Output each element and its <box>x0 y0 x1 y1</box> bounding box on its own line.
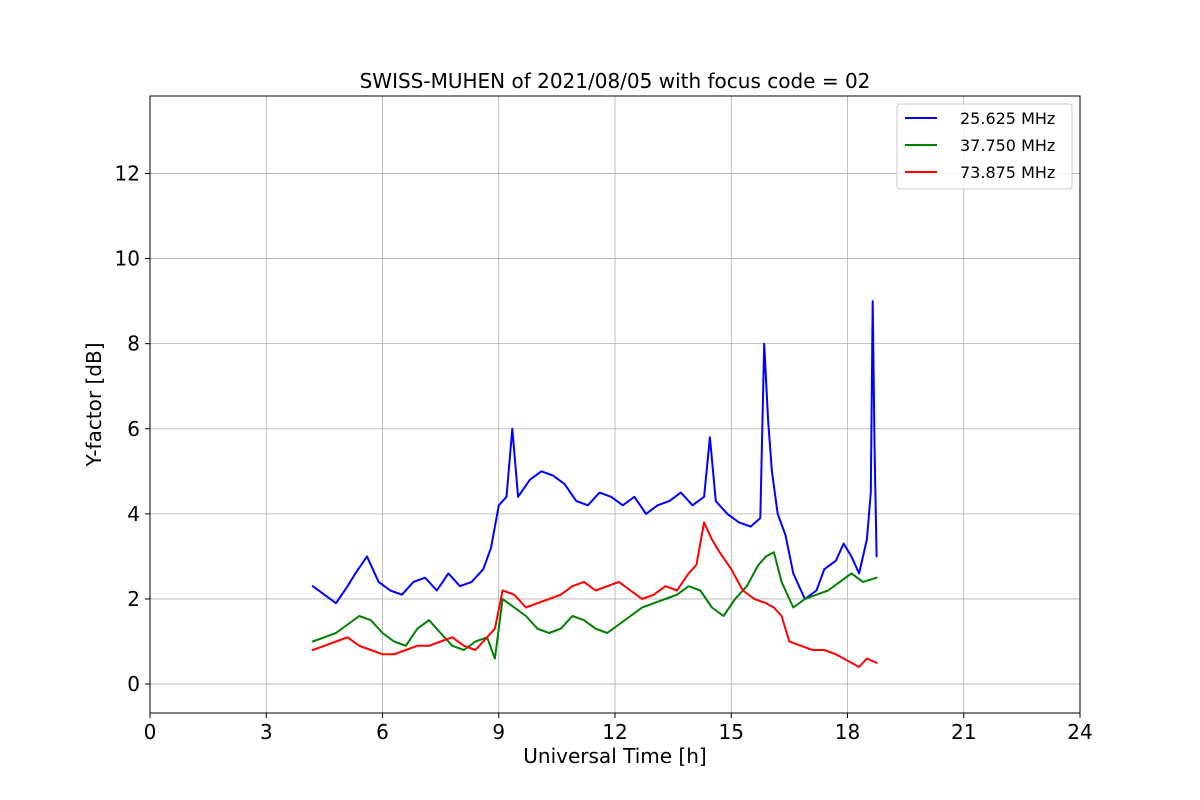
x-tick-label: 24 <box>1067 720 1092 744</box>
legend-label-1: 37.750 MHz <box>960 136 1055 155</box>
y-tick-label: 10 <box>115 247 140 271</box>
x-tick-label: 0 <box>144 720 157 744</box>
x-tick-label: 9 <box>492 720 505 744</box>
y-tick-label: 12 <box>115 161 140 185</box>
x-tick-label: 15 <box>719 720 744 744</box>
chart-title: SWISS-MUHEN of 2021/08/05 with focus cod… <box>360 69 871 93</box>
legend-label-2: 73.875 MHz <box>960 163 1055 182</box>
y-tick-label: 4 <box>127 502 140 526</box>
x-tick-label: 3 <box>260 720 273 744</box>
y-tick-label: 0 <box>127 672 140 696</box>
legend-box <box>896 103 1073 190</box>
x-tick-label: 12 <box>602 720 627 744</box>
y-tick-label: 8 <box>127 332 140 356</box>
series-line-1 <box>311 551 878 660</box>
x-tick-label: 21 <box>951 720 976 744</box>
legend: 25.625 MHz 37.750 MHz 73.875 MHz <box>896 103 1073 190</box>
series-lines <box>311 300 878 668</box>
series-line-2 <box>311 521 878 668</box>
y-tick-label: 6 <box>127 417 140 441</box>
y-tick-label: 2 <box>127 587 140 611</box>
series-line-0 <box>311 300 878 605</box>
x-tick-label: 18 <box>835 720 860 744</box>
legend-items: 25.625 MHz 37.750 MHz 73.875 MHz <box>905 109 1055 182</box>
y-axis-label: Y-factor [dB] <box>82 342 106 467</box>
legend-label-0: 25.625 MHz <box>960 109 1055 128</box>
x-axis-label: Universal Time [h] <box>523 744 706 768</box>
x-tick-label: 6 <box>376 720 389 744</box>
